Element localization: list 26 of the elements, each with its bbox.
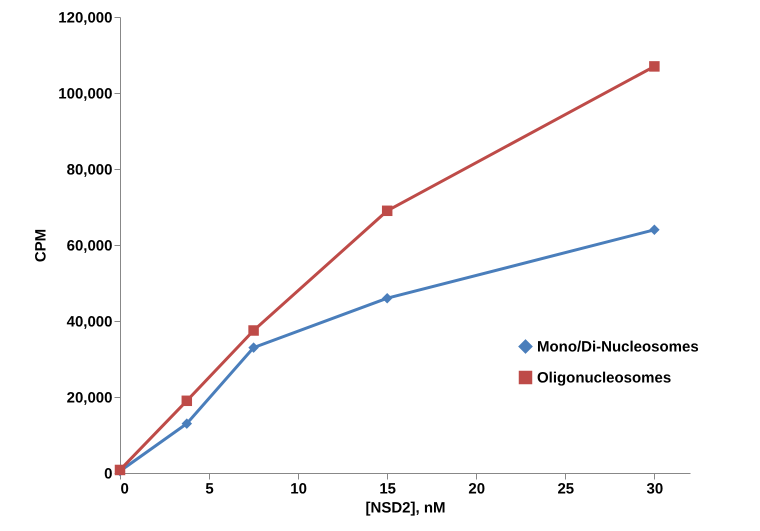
y-tick-label: 0 [104,466,112,482]
point [182,396,192,406]
y-tick-label: 20,000 [66,390,112,406]
x-tick-label: 15 [379,480,396,498]
point [382,292,392,304]
x-tick-label: 30 [646,480,664,498]
point [649,224,660,236]
y-tick-label: 100,000 [58,86,112,102]
y-tick-label: 40,000 [66,314,112,330]
y-axis-title: CPM [32,228,50,262]
point [248,342,259,353]
point [248,325,259,336]
legend-label: Oligonucleosomes [537,370,672,386]
x-tick-label: 20 [468,480,486,498]
y-tick-label: 80,000 [66,162,112,178]
x-tick-label: 5 [205,480,214,498]
point [649,61,660,72]
point [382,206,392,216]
legend-label: Mono/Di-Nucleosomes [537,338,699,356]
y-tick-label: 60,000 [66,238,112,254]
x-tick-label: 10 [290,480,307,498]
x-axis-title: [NSD2], nM [366,500,446,516]
x-tick-label: 0 [120,480,129,498]
y-tick-label: 120,000 [58,10,112,26]
point [182,418,192,429]
x-tick-label: 25 [557,480,574,498]
